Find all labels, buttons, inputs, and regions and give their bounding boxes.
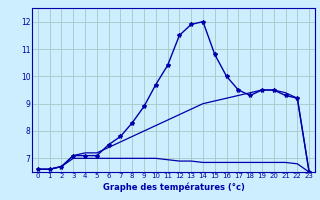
X-axis label: Graphe des températures (°c): Graphe des températures (°c) — [103, 182, 244, 192]
